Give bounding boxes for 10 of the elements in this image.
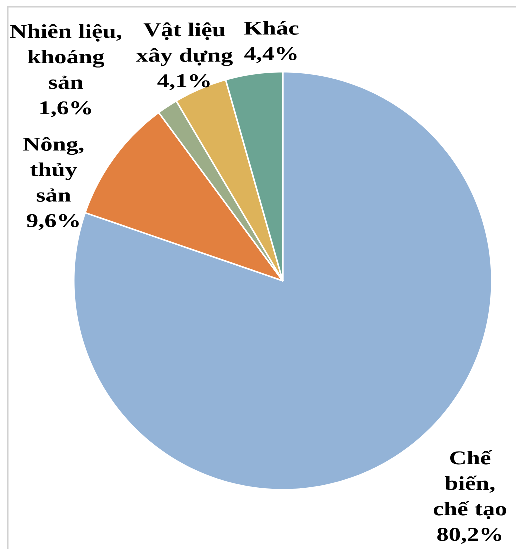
slice-label: Vật liệu xây dựng [136, 22, 233, 66]
data-label: 80,2% [438, 528, 502, 544]
data-label: 9,6% [27, 214, 79, 230]
data-label: 1,6% [40, 102, 92, 118]
data-label: 4,1% [158, 74, 210, 90]
data-label: 4,4% [244, 47, 297, 64]
slice-label: Nhiên liệu, khoáng sản [10, 24, 122, 90]
slice-label: Khác [244, 21, 299, 35]
slice-label: Nông, thủy sản [23, 137, 84, 202]
slice-label: Chế biến, chế tạo [434, 450, 506, 520]
